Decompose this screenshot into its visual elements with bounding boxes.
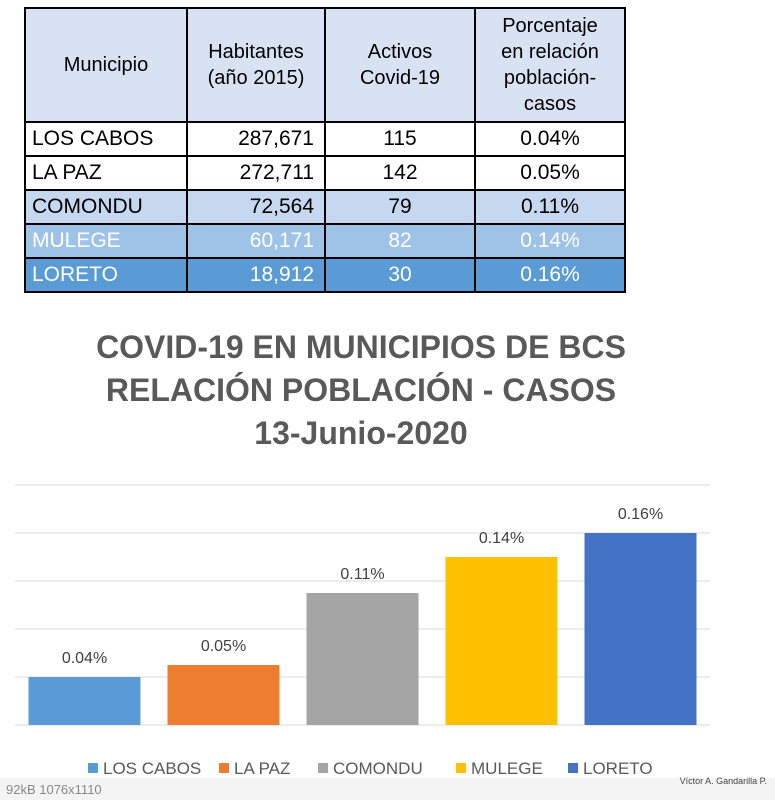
cell-activos: 115	[324, 121, 476, 157]
cell-activos: 30	[324, 257, 476, 293]
table-row: LA PAZ 272,711 142 0.05%	[24, 155, 626, 191]
cell-porcentaje: 0.05%	[474, 155, 626, 191]
table-row: COMONDU 72,564 79 0.11%	[24, 189, 626, 225]
bar-chart: 0.04% 0.05% 0.11% 0.14% 0.16% LOS CABOS LA PAZ…	[15, 484, 710, 778]
cell-habitantes: 287,671	[186, 121, 326, 157]
data-label: 0.05%	[201, 638, 246, 655]
table-row: LOS CABOS 287,671 115 0.04%	[24, 121, 626, 157]
legend-label: MULEGE	[471, 759, 543, 778]
legend-swatch	[219, 763, 229, 773]
legend-label: LA PAZ	[234, 759, 290, 778]
cell-municipio: COMONDU	[24, 189, 188, 225]
data-label: 0.11%	[340, 566, 384, 583]
author-credit: Víctor A. Gandarilla P.	[679, 776, 767, 786]
table-header-row: Municipio Habitantes (año 2015) Activos Co…	[24, 7, 626, 123]
cell-municipio: MULEGE	[24, 223, 188, 259]
legend-label: COMONDU	[333, 759, 423, 778]
legend-swatch	[318, 763, 328, 773]
bar-loreto	[584, 533, 697, 725]
column-header: Porcentaje en relación población- casos	[474, 7, 626, 123]
data-label: 0.04%	[62, 650, 107, 667]
legend-swatch	[456, 763, 466, 773]
cell-porcentaje: 0.11%	[474, 189, 626, 225]
cell-habitantes: 272,711	[186, 155, 326, 191]
cell-municipio: LA PAZ	[24, 155, 188, 191]
column-header: Municipio	[24, 7, 188, 123]
bar-mulege	[445, 557, 558, 725]
table-row: MULEGE 60,171 82 0.14%	[24, 223, 626, 259]
legend-label: LORETO	[583, 759, 653, 778]
column-header: Habitantes (año 2015)	[186, 7, 326, 123]
cell-porcentaje: 0.14%	[474, 223, 626, 259]
cell-porcentaje: 0.16%	[474, 257, 626, 293]
chart-title: COVID-19 EN MUNICIPIOS DE BCS RELACIÓN P…	[96, 329, 626, 451]
cell-habitantes: 72,564	[186, 189, 326, 225]
bar-los-cabos	[28, 677, 141, 725]
legend-label: LOS CABOS	[103, 759, 201, 778]
image-info-bar: 92kB 1076x1110	[0, 778, 775, 800]
cell-porcentaje: 0.04%	[474, 121, 626, 157]
cell-activos: 142	[324, 155, 476, 191]
cell-habitantes: 18,912	[186, 257, 326, 293]
column-header: Activos Covid-19	[324, 7, 476, 123]
image-info: 92kB 1076x1110	[6, 782, 102, 797]
municipios-table: Municipio Habitantes (año 2015) Activos Co…	[24, 7, 626, 293]
cell-municipio: LOS CABOS	[24, 121, 188, 157]
legend-swatch	[568, 763, 578, 773]
cell-activos: 79	[324, 189, 476, 225]
cell-municipio: LORETO	[24, 257, 188, 293]
data-label: 0.14%	[479, 530, 524, 547]
cell-activos: 82	[324, 223, 476, 259]
bar-la-paz	[167, 665, 280, 725]
table-row: LORETO 18,912 30 0.16%	[24, 257, 626, 293]
cell-habitantes: 60,171	[186, 223, 326, 259]
bar-comondu	[306, 593, 419, 725]
data-label: 0.16%	[618, 506, 663, 523]
legend-swatch	[88, 763, 98, 773]
